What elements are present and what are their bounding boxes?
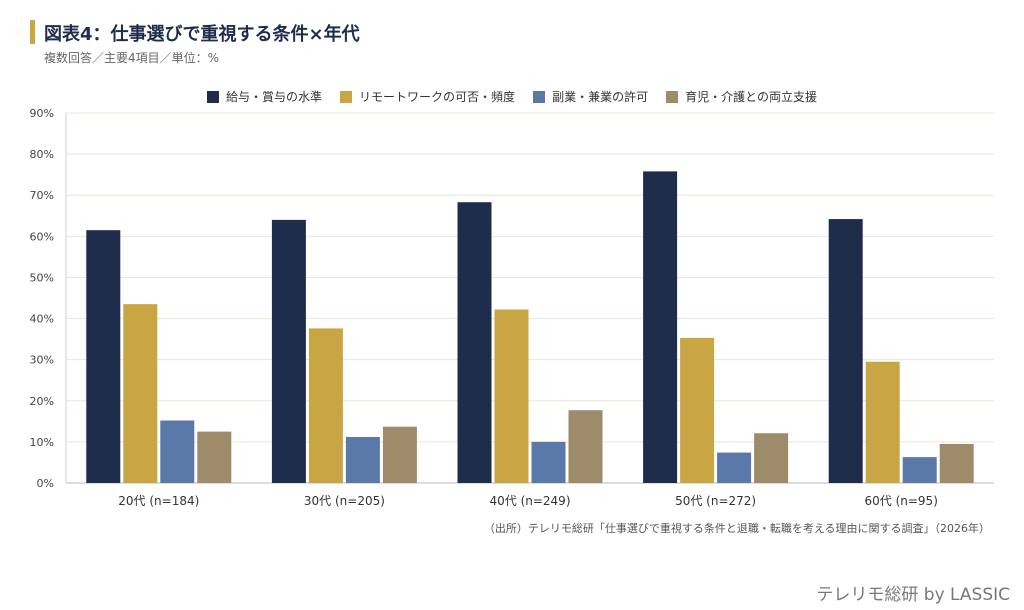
y-tick-label: 50% [30,271,54,284]
bar-chart: 0% 10% 20% 30% 40% 50% 60% 70% 80% 90% 20代 (n=184)… [30,107,994,508]
y-tick-label: 70% [30,189,54,202]
y-tick-label: 60% [30,230,54,243]
x-tick-label: 60代 (n=95) [865,494,938,508]
legend-label-caregiving: 育児・介護との両立支援 [685,90,817,104]
legend-swatch-salary [207,90,220,103]
legend-label-salary: 給与・賞与の水準 [226,90,323,104]
bar [680,337,715,483]
x-tick-label: 30代 (n=205) [304,494,385,508]
legend-swatch-caregiving [666,90,679,103]
y-tick-label: 90% [30,107,54,120]
bar [643,171,678,483]
bar [865,361,900,483]
bar [568,410,603,483]
x-tick-label: 40代 (n=249) [489,494,570,508]
legend-item-remote: リモートワークの可否・頻度 [340,88,515,105]
bar [160,420,195,483]
chart-title: 図表4：仕事選びで重視する条件×年代 [44,24,360,45]
legend-swatch-remote [340,90,353,103]
y-tick-label: 0% [37,477,54,490]
bar [754,433,789,483]
bar [271,219,306,483]
title-accent-bar [30,20,35,44]
x-tick-label: 50代 (n=272) [675,494,756,508]
y-tick-label: 20% [30,395,54,408]
y-tick-label: 10% [30,436,54,449]
source-note: （出所）テレリモ総研「仕事選びで重視する条件と退職・転職を考える理由に関する調査… [483,522,990,535]
legend-label-sidejob: 副業・兼業の許可 [552,90,649,104]
bar [494,309,529,483]
chart-legend: 給与・賞与の水準 リモートワークの可否・頻度 副業・兼業の許可 育児・介護との両… [0,88,1024,105]
bar [531,441,566,483]
bar [308,328,343,483]
legend-item-sidejob: 副業・兼業の許可 [533,88,648,105]
bar [197,431,232,483]
bar [345,436,380,483]
bar [123,304,158,483]
bar [717,452,752,483]
chart-subtitle: 複数回答／主要4項目／単位：% [44,51,220,65]
bar [457,202,492,483]
legend-item-caregiving: 育児・介護との両立支援 [666,88,817,105]
bar [86,230,121,483]
legend-swatch-sidejob [533,90,546,103]
bar [382,426,417,483]
bar [902,457,937,483]
brand-watermark: テレリモ総研 by LASSIC [816,585,1010,605]
y-tick-label: 80% [30,148,54,161]
bar [828,219,863,484]
bar [939,443,974,483]
legend-label-remote: リモートワークの可否・頻度 [359,90,516,104]
y-tick-label: 40% [30,313,54,326]
x-tick-label: 20代 (n=184) [118,494,199,508]
legend-item-salary: 給与・賞与の水準 [207,88,322,105]
y-tick-label: 30% [30,354,54,367]
